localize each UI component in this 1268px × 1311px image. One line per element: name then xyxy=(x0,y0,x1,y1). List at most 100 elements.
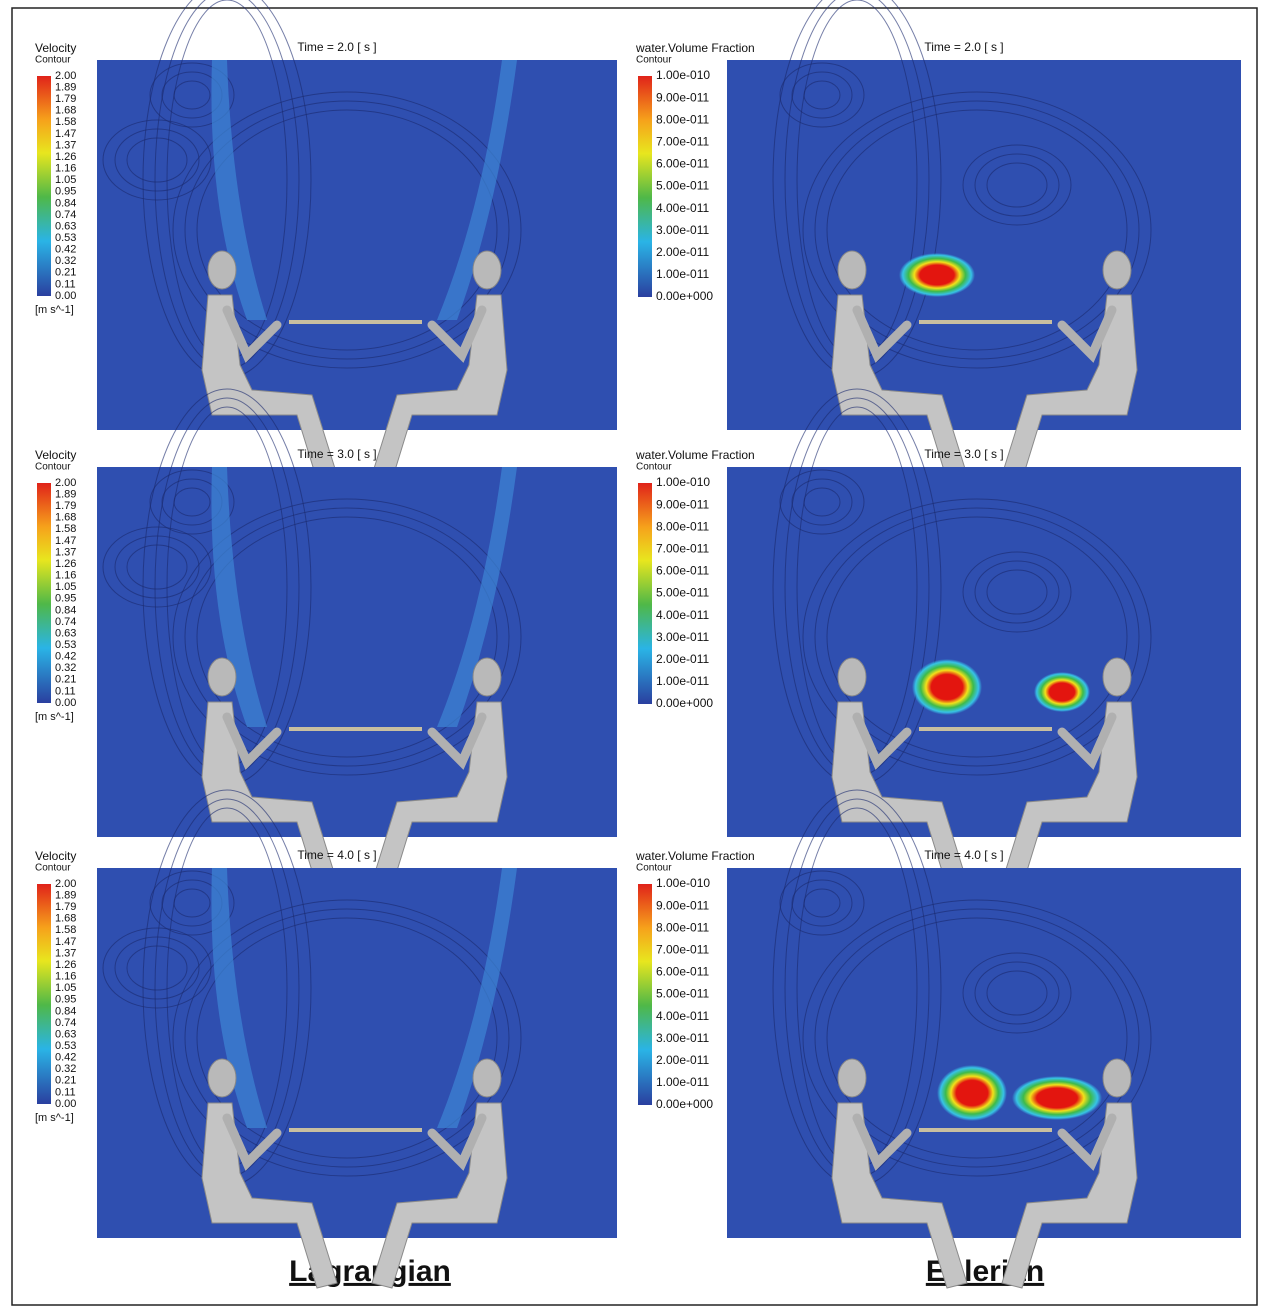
colorbar-label: 0.42 xyxy=(55,244,76,256)
colorbar-label: 1.58 xyxy=(55,924,76,936)
colorbar-label: 5.00e-011 xyxy=(656,586,709,600)
legend-unit: [m s^-1] xyxy=(35,711,74,723)
colorbar-label: 0.42 xyxy=(55,1052,76,1064)
colorbar-label: 1.79 xyxy=(55,93,76,105)
legend-subtitle: Contour xyxy=(636,55,672,66)
legend-subtitle: Contour xyxy=(636,863,672,874)
colorbar-label: 1.68 xyxy=(55,512,76,524)
colorbar-label: 1.05 xyxy=(55,982,76,994)
colorbar-label: 1.00e-011 xyxy=(656,1075,709,1089)
colorbar-label: 3.00e-011 xyxy=(656,223,709,237)
colorbar-label: 0.63 xyxy=(55,627,76,639)
colorbar-label: 0.32 xyxy=(55,1063,76,1075)
colorbar-label: 2.00 xyxy=(55,878,76,890)
panel xyxy=(97,389,617,887)
colorbar-label: 0.00e+000 xyxy=(656,289,713,303)
legend-title: Velocity xyxy=(35,448,76,462)
colorbar-label: 3.00e-011 xyxy=(656,1031,709,1045)
colorbar xyxy=(37,76,51,296)
colorbar-label: 0.95 xyxy=(55,186,76,198)
human-head xyxy=(838,251,866,289)
colorbar-label: 0.63 xyxy=(55,1028,76,1040)
colorbar-label: 0.53 xyxy=(55,639,76,651)
time-label: Time = 3.0 [ s ] xyxy=(297,447,376,461)
human-head xyxy=(1103,658,1131,696)
colorbar-label: 1.47 xyxy=(55,535,76,547)
colorbar-label: 0.11 xyxy=(55,685,76,697)
colorbar-label: 1.16 xyxy=(55,570,76,582)
colorbar-label: 1.00e-010 xyxy=(656,475,710,489)
colorbar-label: 1.26 xyxy=(55,959,76,971)
colorbar-label: 1.00e-010 xyxy=(656,68,710,82)
legend-title: Velocity xyxy=(35,849,76,863)
colorbar-label: 3.00e-011 xyxy=(656,630,709,644)
colorbar-label: 2.00e-011 xyxy=(656,1053,709,1067)
colorbar-label: 6.00e-011 xyxy=(656,157,709,171)
colorbar-label: 1.89 xyxy=(55,488,76,500)
colorbar-label: 0.00e+000 xyxy=(656,1097,713,1111)
legend-title: water.Volume Fraction xyxy=(635,849,755,863)
figure: Lagrangian Eulerian Time = 2.0 [ s ]Velo… xyxy=(0,0,1268,1311)
colorbar-label: 9.00e-011 xyxy=(656,90,709,104)
colorbar-label: 7.00e-011 xyxy=(656,942,709,956)
colorbar-label: 0.84 xyxy=(55,1005,76,1017)
human-head xyxy=(208,658,236,696)
human-head xyxy=(473,1059,501,1097)
legend-subtitle: Contour xyxy=(35,863,71,874)
legend-title: Velocity xyxy=(35,41,76,55)
droplet-plume xyxy=(937,1065,1007,1121)
colorbar-label: 5.00e-011 xyxy=(656,987,709,1001)
colorbar-label: 1.37 xyxy=(55,139,76,151)
colorbar-label: 2.00 xyxy=(55,477,76,489)
colorbar-label: 0.00e+000 xyxy=(656,696,713,710)
human-head xyxy=(838,658,866,696)
panel xyxy=(97,0,617,480)
legend-title: water.Volume Fraction xyxy=(635,41,755,55)
colorbar-label: 1.26 xyxy=(55,151,76,163)
panel xyxy=(97,790,617,1288)
colorbar-label: 7.00e-011 xyxy=(656,134,709,148)
colorbar-label: 2.00 xyxy=(55,70,76,82)
simulation-field xyxy=(97,467,617,837)
colorbar-label: 4.00e-011 xyxy=(656,608,709,622)
colorbar xyxy=(37,884,51,1104)
droplet-plume xyxy=(1034,672,1090,712)
colorbar-label: 0.00 xyxy=(55,1098,76,1110)
colorbar-label: 1.37 xyxy=(55,947,76,959)
colorbar-label: 0.53 xyxy=(55,232,76,244)
colorbar-label: 1.79 xyxy=(55,500,76,512)
colorbar-label: 0.00 xyxy=(55,697,76,709)
human-head xyxy=(473,251,501,289)
colorbar-label: 1.16 xyxy=(55,163,76,175)
legend-subtitle: Contour xyxy=(35,55,71,66)
colorbar-label: 1.00e-011 xyxy=(656,267,709,281)
colorbar-label: 0.95 xyxy=(55,994,76,1006)
colorbar-label: 0.21 xyxy=(55,1075,76,1087)
colorbar xyxy=(638,483,652,704)
colorbar-label: 9.00e-011 xyxy=(656,497,709,511)
colorbar-label: 4.00e-011 xyxy=(656,201,709,215)
colorbar-label: 0.42 xyxy=(55,651,76,663)
colorbar-label: 1.00e-011 xyxy=(656,674,709,688)
colorbar-label: 0.74 xyxy=(55,616,76,628)
colorbar-label: 0.74 xyxy=(55,1017,76,1029)
droplet-plume xyxy=(912,659,982,715)
colorbar-label: 1.05 xyxy=(55,581,76,593)
human-head xyxy=(208,251,236,289)
simulation-field xyxy=(97,868,617,1238)
colorbar-label: 1.26 xyxy=(55,558,76,570)
colorbar-label: 8.00e-011 xyxy=(656,112,709,126)
legend-title: water.Volume Fraction xyxy=(635,448,755,462)
human-head xyxy=(208,1059,236,1097)
colorbar-label: 0.53 xyxy=(55,1040,76,1052)
human-head xyxy=(1103,1059,1131,1097)
colorbar-label: 6.00e-011 xyxy=(656,564,709,578)
colorbar-label: 0.32 xyxy=(55,662,76,674)
colorbar-label: 7.00e-011 xyxy=(656,541,709,555)
time-label: Time = 4.0 [ s ] xyxy=(297,848,376,862)
legend-subtitle: Contour xyxy=(636,462,672,473)
colorbar-label: 5.00e-011 xyxy=(656,179,709,193)
legend-unit: [m s^-1] xyxy=(35,304,74,316)
droplet-plume xyxy=(899,253,975,297)
colorbar-label: 1.47 xyxy=(55,936,76,948)
